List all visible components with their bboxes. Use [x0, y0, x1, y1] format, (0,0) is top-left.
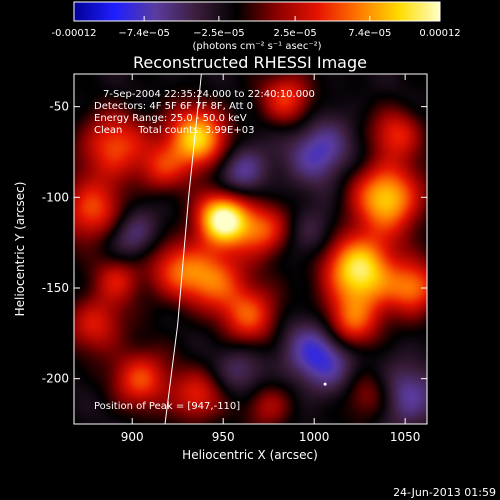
plot-area: 900 950 1000 1050 -50 -100 -150 -200 7-Sep-200… [42, 73, 428, 444]
y-tick-label: -200 [42, 372, 69, 386]
x-tick-label: 1000 [299, 430, 330, 444]
plot-frame [73, 73, 428, 425]
colorbar-tick-label: -0.00012 [52, 28, 97, 39]
annotation-detectors: Detectors: 4F 5F 6F 7F 8F, Att 0 [94, 101, 253, 112]
x-axis-ticks: 900 950 1000 1050 [121, 74, 421, 444]
annotation-block: 7-Sep-2004 22:35:24.000 to 22:40:10.000 … [94, 89, 315, 136]
colorbar-tick-label: 7.4e−05 [348, 28, 391, 39]
colorbar-tick-label: −7.4e−05 [118, 28, 170, 39]
y-tick-label: -100 [42, 190, 69, 204]
colorbar: -0.00012 −7.4e−05 −2.5e−05 2.5e−05 7.4e−05 0.… [52, 1, 461, 52]
x-tick-label: 950 [212, 430, 235, 444]
colorbar-units: (photons cm⁻² s⁻¹ asec⁻²) [192, 41, 321, 52]
y-tick-label: -50 [49, 100, 69, 114]
render-timestamp: 24-Jun-2013 01:59 [393, 486, 496, 499]
x-tick-label: 1050 [390, 430, 421, 444]
solar-limb-line [164, 74, 202, 424]
heatmap-image [74, 74, 427, 424]
colorbar-gradient [73, 1, 441, 22]
colorbar-ticks: -0.00012 −7.4e−05 −2.5e−05 2.5e−05 7.4e−05 0.… [52, 16, 461, 39]
annotation-time-range: 7-Sep-2004 22:35:24.000 to 22:40:10.000 [103, 89, 315, 100]
annotation-clean-counts: Clean Total counts: 3.99E+03 [94, 125, 254, 136]
colorbar-tick-label: 2.5e−05 [274, 28, 317, 39]
colorbar-tick-label: −2.5e−05 [193, 28, 245, 39]
y-axis-label: Heliocentric Y (arcsec) [13, 182, 27, 317]
y-tick-label: -150 [42, 281, 69, 295]
peak-position-label: Position of Peak = [947,-110] [94, 401, 240, 412]
chart-title: Reconstructed RHESSI Image [133, 53, 367, 72]
x-axis-label: Heliocentric X (arcsec) [182, 448, 318, 462]
colorbar-tick-label: 0.00012 [419, 28, 460, 39]
x-tick-label: 900 [121, 430, 144, 444]
y-axis-ticks: -50 -100 -150 -200 [42, 100, 427, 386]
minimum-marker [323, 382, 327, 386]
annotation-energy-range: Energy Range: 25.0 - 50.0 keV [94, 113, 247, 124]
